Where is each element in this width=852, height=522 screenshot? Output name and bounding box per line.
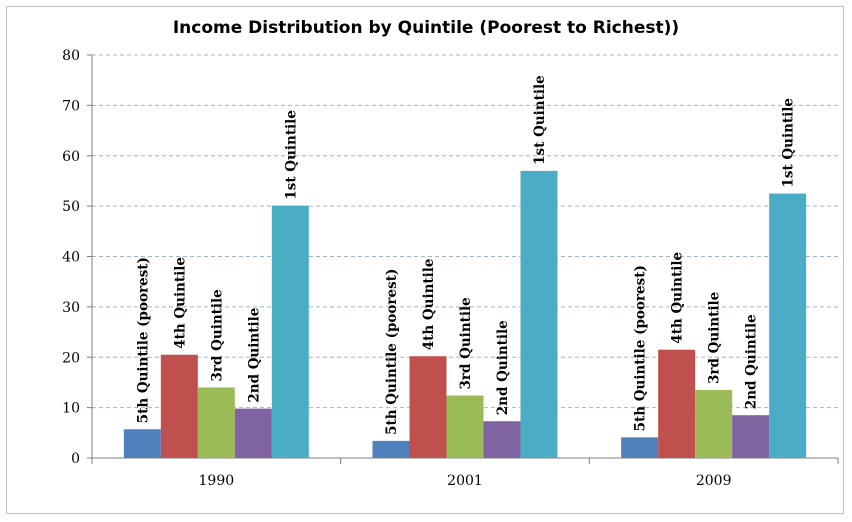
bar-label: 4th Quintile — [172, 257, 188, 349]
bar — [234, 408, 272, 458]
bar-label: 3rd Quintile — [707, 292, 723, 384]
bar-label: 4th Quintile — [670, 252, 686, 344]
bar — [372, 440, 410, 458]
y-tick-label: 60 — [62, 149, 80, 165]
bar-label: 1st Quintile — [781, 98, 797, 188]
bar — [271, 205, 309, 458]
bar-label: 5th Quintile (poorest) — [135, 257, 151, 423]
y-tick-label: 50 — [62, 199, 80, 215]
bar — [520, 170, 558, 459]
y-tick-label: 0 — [71, 451, 80, 467]
y-tick-label: 30 — [62, 300, 80, 316]
bar — [769, 193, 807, 458]
bar-label: 4th Quintile — [421, 258, 437, 350]
bar-label: 3rd Quintile — [209, 289, 225, 381]
bar-label: 5th Quintile (poorest) — [384, 269, 400, 435]
bar — [621, 437, 659, 458]
chart-title: Income Distribution by Quintile (Poorest… — [172, 18, 680, 38]
x-tick-label: 2001 — [447, 473, 483, 489]
bar-label: 1st Quintile — [283, 110, 299, 200]
bar — [197, 387, 235, 458]
bar-label: 1st Quintile — [532, 75, 548, 165]
bar — [658, 349, 696, 458]
bar-label: 3rd Quintile — [458, 297, 474, 389]
bar — [160, 354, 198, 458]
bar — [409, 356, 447, 458]
bar — [483, 421, 521, 458]
bar-label: 5th Quintile (poorest) — [633, 265, 649, 431]
y-tick-label: 80 — [62, 48, 80, 64]
y-tick-label: 20 — [62, 350, 80, 366]
y-tick-label: 10 — [62, 401, 80, 417]
bar-label: 2nd Quintile — [246, 308, 262, 403]
y-tick-label: 70 — [62, 98, 80, 114]
bar — [695, 389, 733, 458]
x-tick-label: 2009 — [696, 473, 732, 489]
y-tick-label: 40 — [62, 250, 80, 266]
bar — [446, 395, 484, 458]
bar-label: 2nd Quintile — [744, 314, 760, 409]
bar — [732, 415, 770, 458]
bar-label: 2nd Quintile — [495, 320, 511, 415]
x-tick-label: 1990 — [199, 473, 235, 489]
bar — [123, 429, 161, 458]
